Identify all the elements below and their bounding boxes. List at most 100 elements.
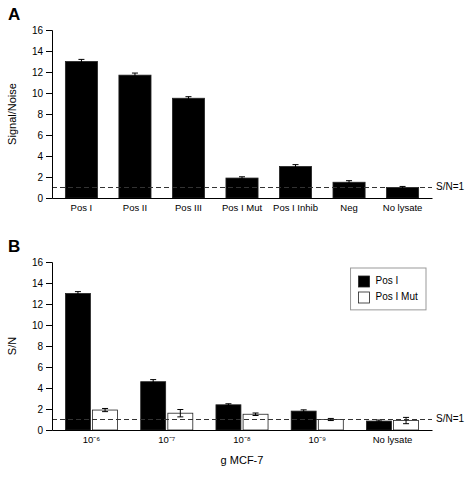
tick: 4 [37, 383, 52, 394]
tick-label: 8 [37, 341, 43, 352]
tick-mark [46, 135, 52, 136]
plot-area [52, 292, 432, 430]
legend-item: Pos I Mut [359, 291, 418, 303]
tick-label: 10⁻⁹ [308, 434, 326, 445]
panel: S/N=10246810121416Pos IPos IIPos IIIPos … [6, 25, 465, 213]
tick: 2 [37, 404, 52, 415]
tick: Neg [340, 198, 357, 213]
tick-label: Neg [340, 202, 357, 213]
tick-label: 0 [37, 193, 43, 204]
tick: 8 [37, 341, 52, 352]
tick: No lysate [383, 198, 423, 213]
tick-label: No lysate [373, 434, 413, 445]
tick-mark [46, 388, 52, 389]
y-axis-title: Signal/Noise [6, 83, 18, 145]
y-axis-title: S/N [6, 337, 18, 355]
tick-mark [46, 262, 52, 263]
bar [279, 167, 311, 199]
tick-label: 2 [37, 172, 43, 183]
error-bar [253, 413, 259, 416]
tick: 0 [37, 425, 52, 436]
tick: Pos I [71, 198, 93, 213]
tick-mark [46, 93, 52, 94]
error-bar [185, 97, 191, 100]
bar [216, 405, 241, 430]
y-axis: 0246810121416 [32, 257, 53, 436]
tick: 10 [32, 320, 52, 331]
tick-label: 12 [32, 67, 44, 78]
reference-line [52, 419, 432, 420]
bar [243, 414, 268, 430]
tick-label: Pos I Inhib [273, 202, 318, 213]
tick: 10⁻⁹ [308, 430, 326, 445]
tick: 2 [37, 172, 52, 183]
tick-label: No lysate [383, 202, 423, 213]
error-bar [177, 410, 183, 417]
error-bar [150, 380, 156, 384]
tick-mark [46, 409, 52, 410]
tick: No lysate [373, 430, 413, 445]
tick-mark [46, 72, 52, 73]
bar [119, 75, 151, 198]
tick-label: 2 [37, 404, 43, 415]
chart-root: S/N=10246810121416Pos IPos IIPos IIIPos … [0, 0, 474, 500]
tick-mark [46, 283, 52, 284]
tick: Pos I Inhib [273, 198, 318, 213]
tick-mark [46, 430, 52, 431]
tick-mark [46, 198, 52, 199]
x-axis: 10⁻⁶10⁻⁷10⁻⁸10⁻⁹No lysate [53, 430, 433, 445]
error-bar [225, 404, 231, 406]
tick-label: 0 [37, 425, 43, 436]
bar [387, 188, 419, 199]
tick-label: 12 [32, 299, 44, 310]
legend-label: Pos I [376, 275, 399, 286]
tick: 10 [32, 88, 52, 99]
tick-label: Pos III [175, 202, 202, 213]
error-bar [75, 292, 81, 296]
legend-item: Pos I [359, 275, 399, 287]
error-bar [132, 73, 138, 77]
tick-mark [46, 304, 52, 305]
bar-series [65, 292, 391, 430]
bar [291, 411, 316, 430]
bar [333, 182, 365, 198]
tick: Pos II [123, 198, 147, 213]
tick-label: 4 [37, 151, 43, 162]
tick-label: 14 [32, 278, 44, 289]
tick-mark [46, 325, 52, 326]
tick-label: 14 [32, 46, 44, 57]
legend-frame [351, 268, 426, 310]
axis-line [46, 31, 53, 199]
error-bar [301, 410, 307, 413]
tick: 0 [37, 193, 52, 204]
bar [172, 98, 204, 198]
tick-mark [46, 114, 52, 115]
tick: 14 [32, 46, 52, 57]
tick: Pos III [175, 198, 202, 213]
panel-title: B [8, 237, 20, 256]
plot-area [52, 59, 432, 198]
annotation: S/N=1 [436, 181, 465, 192]
annotation: S/N=1 [436, 413, 465, 424]
error-bar [346, 181, 352, 184]
tick-label: 10 [32, 320, 44, 331]
error-bar [293, 165, 299, 169]
error-bar [376, 420, 382, 422]
bar-series [65, 59, 418, 198]
axis-line [53, 198, 433, 199]
tick-label: Pos I Mut [222, 202, 262, 213]
error-bar [239, 177, 245, 180]
tick: Pos I Mut [222, 198, 262, 213]
tick: 12 [32, 67, 52, 78]
axis-line [46, 263, 53, 431]
tick-mark [46, 367, 52, 368]
tick-label: 4 [37, 383, 43, 394]
tick: 10⁻⁷ [158, 430, 176, 445]
tick-label: 6 [37, 362, 43, 373]
legend-swatch [359, 292, 370, 303]
error-bar [102, 408, 108, 411]
bar [65, 62, 97, 199]
tick-mark [46, 156, 52, 157]
x-axis-title: g MCF-7 [221, 454, 264, 466]
tick: 10⁻⁶ [83, 430, 101, 445]
